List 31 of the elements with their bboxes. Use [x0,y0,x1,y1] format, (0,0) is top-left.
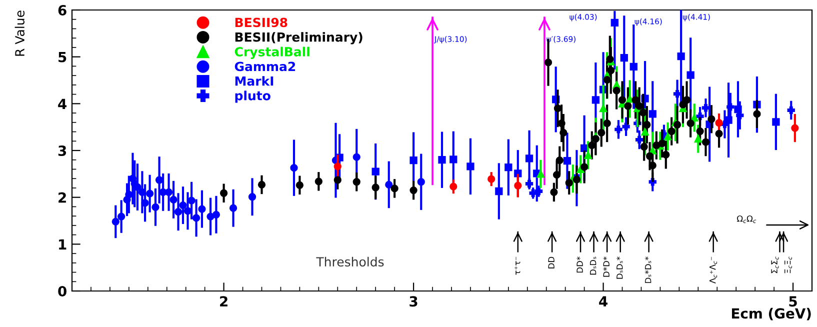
ref-line-label: Dₛ*Dₛ* [644,256,652,283]
legend-label: BESII98 [235,18,288,28]
ref-line-label: Ξ$_{c}$Ξ$_{c}$ [784,256,792,274]
legend-label: pluto [235,90,270,103]
legend-label: BESII(Preliminary) [235,32,362,44]
annotation: Ω$_{c}$Ω$_{c}$ [736,215,756,224]
x-tick-label: 4 [599,296,608,306]
y-tick-label: 5 [58,52,66,62]
ref-line-label: τ⁺τ⁻ [514,256,520,275]
legend-label: Gamma2 [234,62,296,72]
ref-line-label: Λ$_{c}$⁺Λ$_{c}$⁻ [710,256,718,284]
ref-line-label: D*D* [603,256,610,277]
ref-line-label: Σ$_{c}$Σ$_{c}$ [771,256,779,274]
annotation: Thresholds [316,256,384,267]
y-tick-label: 1 [59,239,66,250]
ref-line-label: DₛDₛ* [616,256,623,279]
x-axis-title: Ecm (GeV) [732,308,811,320]
y-tick-label: 4 [58,98,66,109]
y-tick-label: 6 [58,4,66,16]
ref-line-label: DₛDₛ [590,256,596,275]
x-tick-label: 5 [789,296,797,307]
y-axis-title: R Value [14,10,24,56]
legend-label: MarkI [235,76,274,86]
x-tick-label: 2 [220,296,228,306]
y-tick-label: 2 [58,192,66,203]
y-tick-label: 0 [58,286,66,296]
legend-label: CrystalBall [234,46,310,59]
y-tick-label: 3 [58,145,66,156]
ref-line-label: DD* [576,256,583,273]
x-tick-label: 3 [410,296,418,307]
ref-line-label: DD [548,256,554,268]
